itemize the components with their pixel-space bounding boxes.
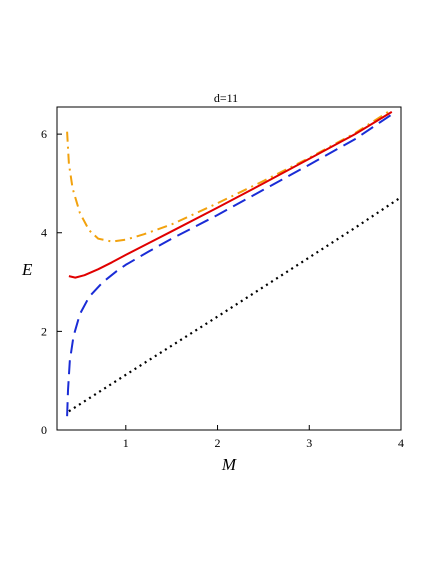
x-tick-label: 4 [398, 436, 404, 450]
series-layer [66, 108, 402, 417]
y-axis-label: E [21, 260, 33, 279]
axis-ticks: 1 2 3 4 0 2 4 6 [41, 127, 404, 450]
y-tick-label: 4 [41, 226, 47, 240]
y-tick-label: 2 [41, 324, 47, 338]
chart-title: d=11 [214, 91, 238, 105]
series-line-solid [68, 111, 393, 279]
series-line-dotted [68, 196, 402, 413]
x-tick-label: 1 [123, 436, 129, 450]
x-tick-label: 2 [215, 436, 221, 450]
x-tick-label: 3 [306, 436, 312, 450]
y-tick-label: 6 [41, 127, 47, 141]
x-axis-label: M [221, 455, 237, 474]
series-line-dashed [66, 113, 393, 417]
plot-frame [56, 106, 402, 431]
series-line-dash-dot [66, 108, 393, 243]
y-tick-label: 0 [41, 423, 47, 437]
